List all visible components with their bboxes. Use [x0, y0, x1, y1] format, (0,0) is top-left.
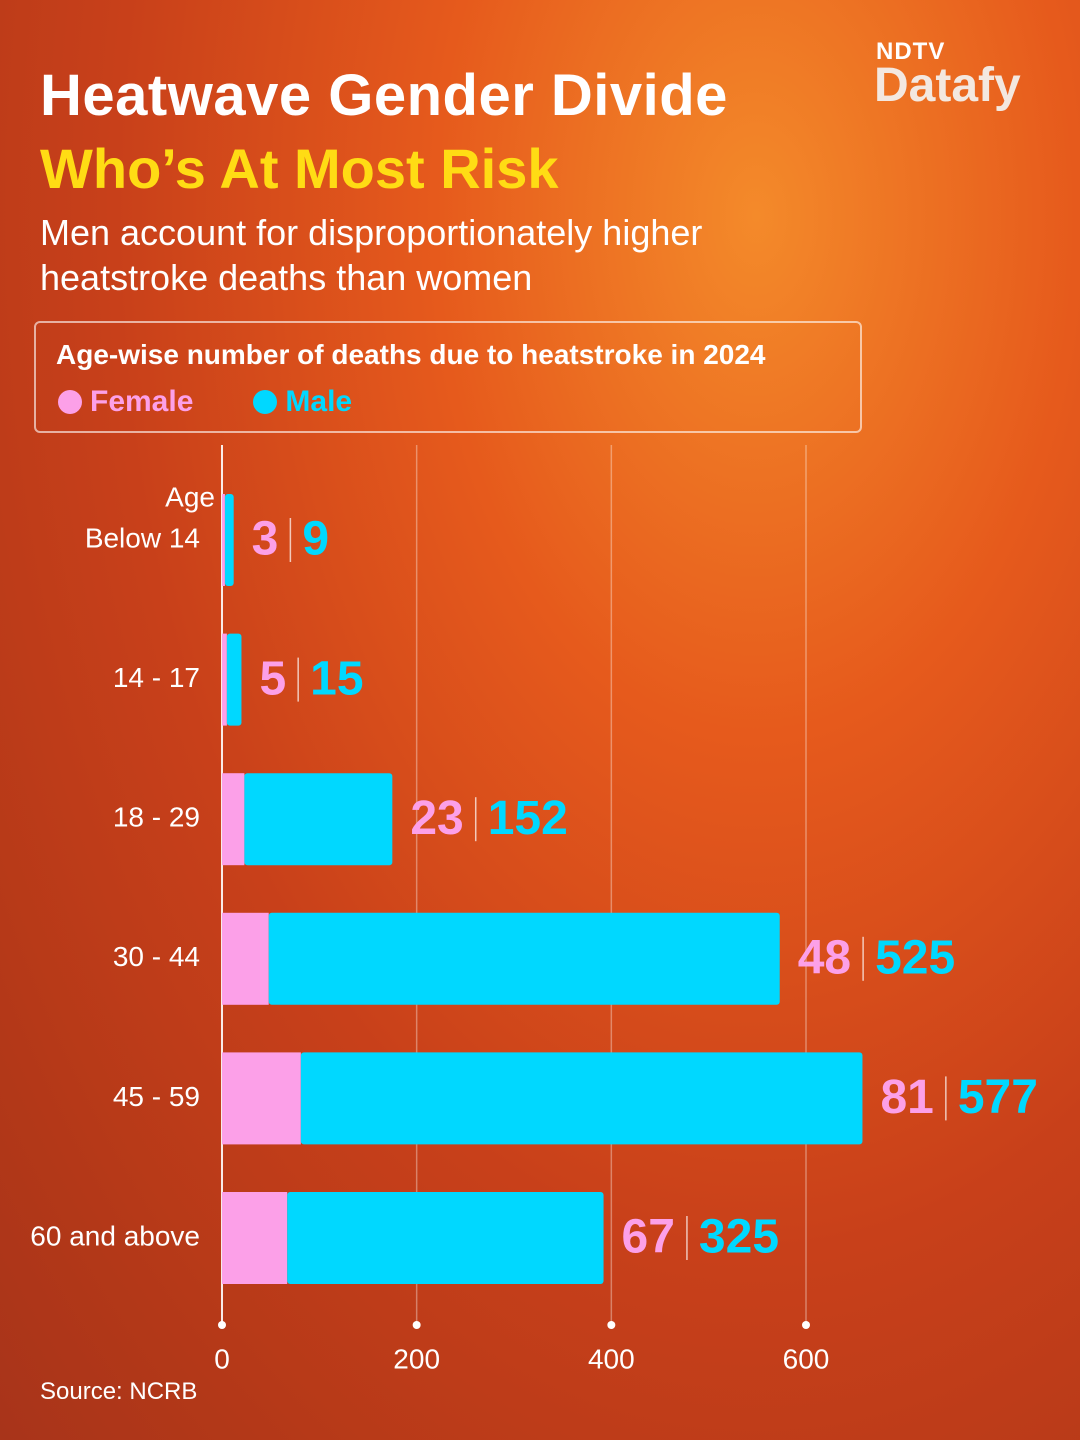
value-label: 23 — [410, 792, 463, 845]
x-tick-label: 400 — [588, 1343, 635, 1374]
title: Heatwave Gender Divide — [40, 63, 728, 128]
value-label: 15 — [310, 652, 363, 705]
value-label: 5 — [259, 652, 286, 705]
y-tick-label: Below 14 — [85, 522, 200, 553]
legend-item: Male — [253, 385, 352, 419]
value-label: 577 — [958, 1071, 1038, 1124]
bar-female — [222, 494, 225, 586]
y-tick-label: 14 - 17 — [113, 662, 200, 693]
tick-dot — [607, 1321, 616, 1329]
bar-male — [244, 773, 393, 866]
brand: NDTV — [876, 38, 946, 65]
legend-label: Male — [285, 385, 353, 418]
subtitle: Who’s At Most Risk — [40, 137, 559, 200]
bar-female — [222, 633, 227, 726]
legend-item: Female — [58, 385, 193, 419]
bar-male — [287, 1192, 604, 1284]
bar-male — [268, 912, 780, 1005]
x-tick-label: 200 — [393, 1343, 440, 1374]
description: Men account for disproportionately highe… — [40, 212, 703, 298]
legend: Female Male — [58, 385, 352, 419]
x-tick-label: 600 — [783, 1343, 830, 1374]
legend-swatch — [58, 390, 82, 414]
bar-male — [300, 1052, 863, 1145]
tick-dot — [412, 1321, 421, 1329]
value-label: 525 — [875, 931, 955, 984]
tick-dot — [218, 1321, 226, 1329]
bar-female — [222, 912, 269, 1005]
value-label: 67 — [622, 1211, 675, 1264]
y-tick-label: 30 - 44 — [113, 941, 200, 972]
tick-dot — [802, 1321, 810, 1329]
source: Source: NCRB — [40, 1378, 198, 1405]
value-label: 325 — [699, 1211, 779, 1264]
x-tick-label: 0 — [214, 1343, 230, 1374]
bar-male — [224, 494, 234, 586]
bar-female — [222, 1192, 288, 1284]
chart-title: Age-wise number of deaths due to heatstr… — [56, 339, 766, 370]
y-axis-label: Age — [165, 481, 215, 512]
y-tick-label: 18 - 29 — [113, 802, 200, 833]
bar-male — [226, 633, 242, 726]
value-label: 9 — [302, 513, 329, 566]
value-label: 48 — [798, 931, 851, 984]
legend-swatch — [253, 390, 278, 414]
y-tick-label: 60 and above — [30, 1220, 200, 1251]
value-label: 81 — [880, 1071, 933, 1124]
legend-label: Female — [90, 385, 194, 418]
y-tick-label: 45 - 59 — [113, 1081, 200, 1112]
product-logo: Datafy — [874, 59, 1021, 112]
bar-female — [222, 1052, 301, 1145]
bar-female — [222, 773, 245, 866]
legend-box: Age-wise number of deaths due to heatstr… — [34, 321, 862, 433]
value-label: 152 — [488, 792, 568, 845]
value-label: 3 — [252, 513, 279, 566]
